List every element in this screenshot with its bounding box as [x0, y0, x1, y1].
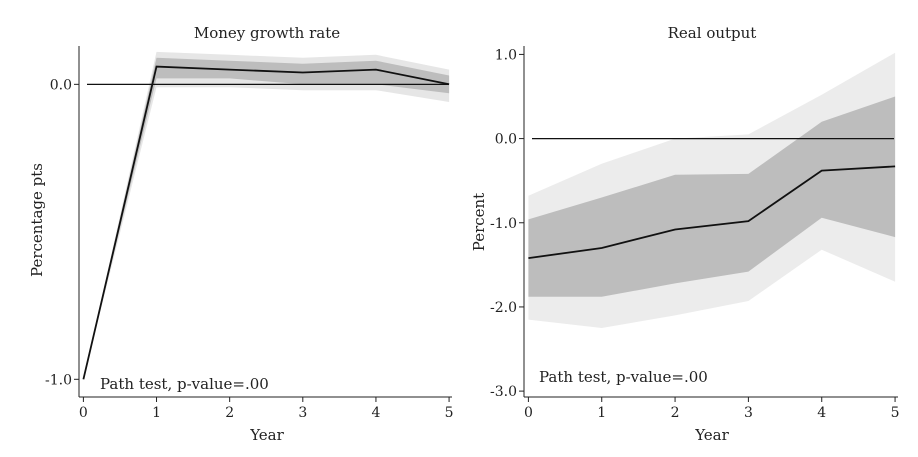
x-tick-label: 4 [371, 405, 380, 421]
inner-confidence-band [528, 96, 896, 297]
x-tick-label: 4 [817, 405, 826, 421]
y-tick-label: 0.0 [50, 77, 72, 93]
x-tick-label: 1 [152, 405, 161, 421]
outer-confidence-band [83, 51, 450, 380]
inner-confidence-band [83, 57, 450, 380]
x-tick-label: 0 [79, 405, 88, 421]
y-tick-label: -2.0 [490, 300, 517, 316]
plot-area: 0.0 -1.0 0 1 2 3 4 5 [45, 46, 454, 421]
y-tick-label: -1.0 [490, 216, 517, 232]
y-tick-label: -1.0 [45, 372, 72, 388]
y-tick-label: -3.0 [490, 384, 517, 400]
x-tick-label: 3 [744, 405, 753, 421]
x-tick-label: 1 [597, 405, 606, 421]
x-tick-label: 5 [445, 405, 454, 421]
y-axis-label: Percent [470, 193, 488, 251]
x-tick-label: 2 [225, 405, 234, 421]
y-tick-label: 0.0 [495, 132, 517, 148]
x-tick-label: 0 [524, 405, 533, 421]
response-line [528, 165, 896, 259]
y-tick-label: 1.0 [495, 47, 517, 63]
y-axis-label: Percentage pts [28, 163, 46, 277]
path-test-annotation: Path test, p-value=.00 [539, 368, 708, 386]
x-tick-label: 2 [671, 405, 680, 421]
chart-money-growth: Money growth rate Percentage pts Year 0.… [28, 24, 454, 444]
x-axis-label: Year [694, 426, 729, 444]
x-axis-label: Year [249, 426, 284, 444]
x-tick-label: 3 [298, 405, 307, 421]
chart-real-output: Real output Percent Year 1.0 0.0 -1.0 -2.0 -… [470, 24, 900, 444]
x-tick-label: 5 [891, 405, 900, 421]
path-test-annotation: Path test, p-value=.00 [100, 375, 269, 393]
chart-title: Real output [668, 24, 757, 42]
response-line [82, 65, 450, 380]
chart-title: Money growth rate [194, 24, 340, 42]
plot-area: 1.0 0.0 -1.0 -2.0 -3.0 0 1 2 3 4 5 [490, 46, 900, 421]
